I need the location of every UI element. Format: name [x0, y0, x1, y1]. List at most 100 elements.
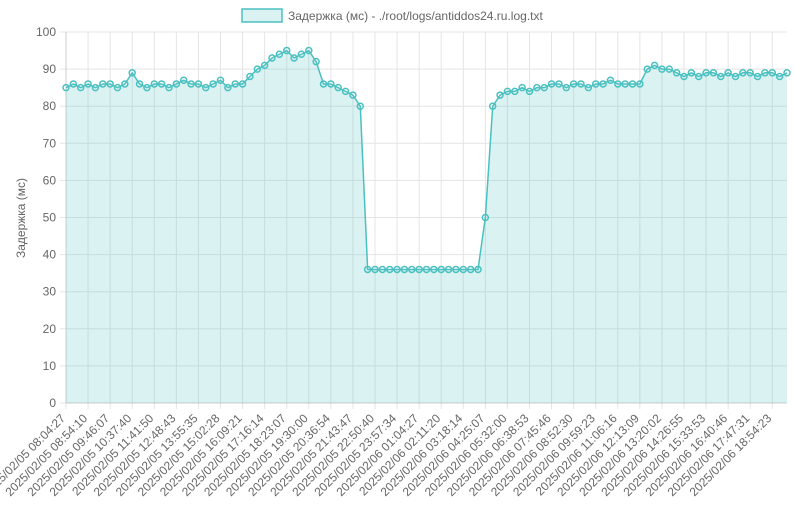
- point: [253, 65, 262, 73]
- point: [113, 83, 122, 92]
- point: [459, 265, 468, 274]
- point: [547, 80, 556, 88]
- y-tick-label: 40: [43, 248, 57, 262]
- point: [312, 57, 320, 66]
- point: [702, 69, 710, 77]
- point: [717, 72, 725, 81]
- point: [650, 61, 659, 70]
- point: [349, 91, 357, 99]
- point: [341, 87, 350, 96]
- point: [246, 72, 254, 81]
- point: [209, 80, 217, 88]
- y-tick-label: 80: [43, 99, 57, 113]
- point: [135, 80, 144, 88]
- point: [99, 80, 107, 88]
- point: [643, 65, 651, 73]
- point: [231, 80, 239, 88]
- point: [783, 69, 791, 77]
- point: [481, 213, 490, 222]
- point: [562, 83, 571, 92]
- point: [150, 80, 159, 88]
- point: [606, 76, 615, 84]
- point: [437, 265, 445, 274]
- point: [356, 102, 365, 110]
- y-tick-label: 30: [43, 285, 57, 299]
- point: [91, 83, 100, 92]
- point: [746, 69, 754, 77]
- point: [511, 87, 519, 96]
- y-tick-label: 50: [43, 211, 57, 225]
- point: [393, 265, 401, 274]
- point: [327, 80, 335, 88]
- point: [290, 54, 298, 62]
- point: [297, 50, 306, 59]
- point: [260, 61, 269, 70]
- point: [62, 83, 70, 92]
- y-tick-label: 70: [43, 136, 57, 150]
- point: [408, 265, 416, 274]
- point: [628, 80, 637, 88]
- point: [69, 80, 78, 88]
- point: [518, 83, 526, 92]
- point: [305, 46, 313, 55]
- legend-swatch: [241, 8, 283, 23]
- point: [555, 80, 563, 88]
- point: [731, 72, 740, 81]
- point: [165, 83, 173, 92]
- point: [452, 265, 460, 274]
- point: [179, 76, 188, 84]
- point: [121, 80, 129, 88]
- point: [709, 69, 718, 77]
- point: [775, 72, 784, 81]
- point: [488, 102, 497, 110]
- point: [569, 80, 578, 88]
- point: [371, 265, 379, 274]
- point: [157, 80, 166, 88]
- y-tick-label: 0: [49, 396, 56, 410]
- point: [724, 69, 732, 77]
- point: [540, 83, 548, 92]
- point: [444, 265, 453, 274]
- point: [584, 83, 593, 92]
- point: [614, 80, 622, 88]
- point: [415, 265, 423, 274]
- point: [496, 91, 504, 99]
- point: [187, 80, 195, 88]
- point: [363, 265, 372, 274]
- point: [385, 265, 394, 274]
- y-tick-label: 10: [43, 359, 57, 373]
- point: [216, 76, 225, 84]
- point: [768, 69, 777, 77]
- point: [658, 65, 666, 73]
- y-tick-label: 100: [36, 25, 56, 39]
- y-tick-label: 60: [43, 173, 57, 187]
- point: [202, 83, 210, 92]
- point: [422, 265, 431, 274]
- point: [430, 265, 438, 274]
- point: [761, 69, 769, 77]
- point: [525, 87, 534, 96]
- point: [533, 83, 541, 92]
- area: [66, 50, 787, 404]
- point: [694, 72, 703, 81]
- point: [636, 80, 644, 88]
- point: [84, 80, 92, 88]
- point: [128, 69, 136, 77]
- point: [194, 80, 203, 88]
- point: [753, 72, 762, 81]
- point: [621, 80, 629, 88]
- point: [591, 80, 600, 88]
- point: [503, 87, 512, 96]
- point: [282, 46, 291, 55]
- point: [687, 69, 696, 77]
- point: [739, 69, 747, 77]
- y-tick-label: 90: [43, 62, 57, 76]
- point: [577, 80, 585, 88]
- point: [76, 83, 85, 92]
- point: [268, 54, 276, 62]
- point: [400, 265, 409, 274]
- point: [106, 80, 114, 88]
- point: [665, 65, 674, 73]
- point: [275, 50, 284, 59]
